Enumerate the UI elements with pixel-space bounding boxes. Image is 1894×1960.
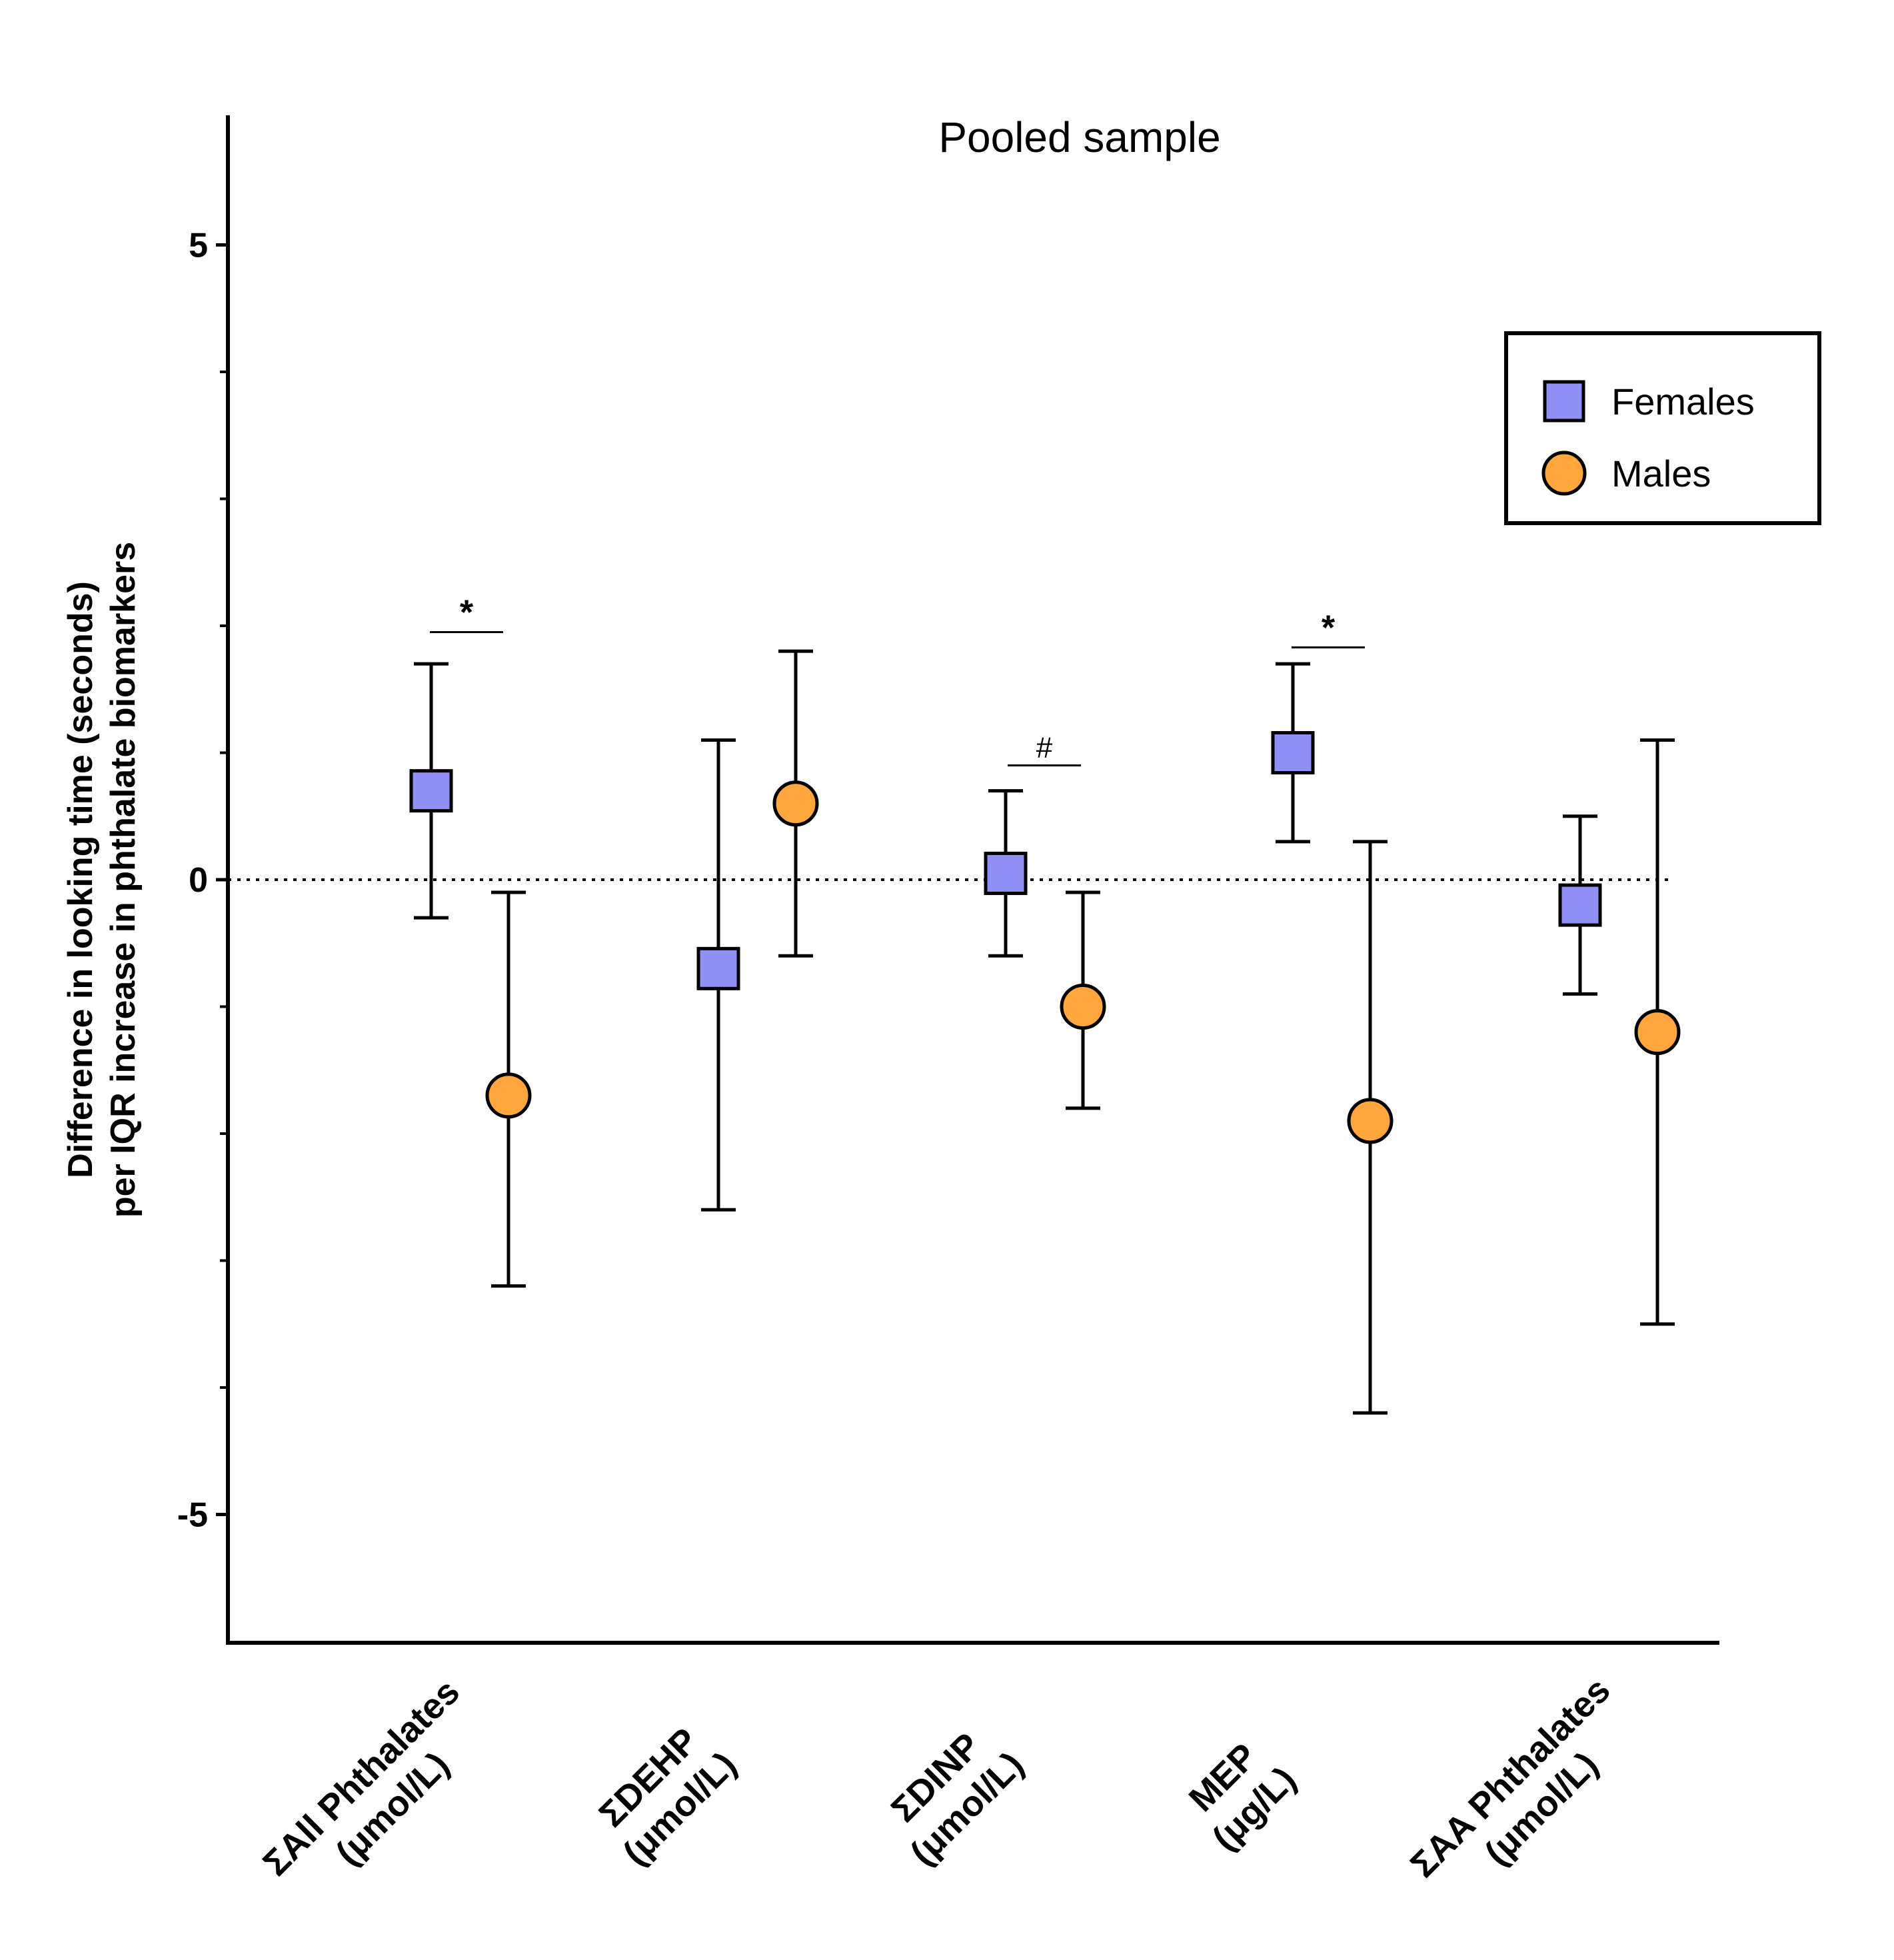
males-point <box>1347 1098 1394 1144</box>
x-category-label-text: MEP(μg/L) <box>1174 1728 1304 1858</box>
legend-marker-circle <box>1541 451 1587 496</box>
x-category-label: MEP(μg/L) <box>1174 1728 1304 1858</box>
significance-symbol: # <box>1036 732 1053 764</box>
significance-symbol: * <box>460 594 474 632</box>
data-marks <box>409 649 1681 1415</box>
males-point <box>1060 984 1106 1030</box>
x-category-label: ΣAA Phthalates(μmol/L) <box>1403 1670 1649 1916</box>
significance-symbol: * <box>1322 608 1336 647</box>
legend-box <box>1504 331 1821 525</box>
y-tick-label: -5 <box>177 1496 208 1535</box>
x-category-label-text: ΣAA Phthalates(μmol/L) <box>1403 1670 1649 1916</box>
axes: 5 0 -5 Difference in looking time (seconds)… <box>61 115 1719 1916</box>
legend-marker-square <box>1543 380 1585 423</box>
females-point <box>1558 883 1602 927</box>
x-category-label: ΣDINP(μmol/L) <box>872 1713 1032 1873</box>
y-tick-label: 0 <box>189 861 208 900</box>
females-point <box>696 946 740 990</box>
x-category-label-text: ΣDEHP(μmol/L) <box>584 1713 744 1873</box>
chart-title: Pooled sample <box>938 113 1220 161</box>
legend: Females Males <box>1504 331 1821 525</box>
y-axis-label-line: Difference in looking time (seconds) <box>61 581 100 1178</box>
legend-label: Males <box>1611 453 1711 494</box>
x-category-label-text: ΣAll Phthalates(μmol/L) <box>255 1671 498 1915</box>
significance-marks: * # * <box>430 594 1365 767</box>
males-point <box>1634 1009 1681 1056</box>
y-axis-label: Difference in looking time (seconds) per … <box>61 542 143 1218</box>
y-axis-label-line: per IQR increase in phthalate biomarkers <box>104 542 143 1218</box>
y-tick-label: 5 <box>189 227 208 265</box>
females-point <box>1271 731 1315 774</box>
x-category-label: ΣDEHP(μmol/L) <box>584 1713 744 1873</box>
x-category-label: ΣAll Phthalates(μmol/L) <box>255 1671 498 1915</box>
males-point <box>485 1072 532 1119</box>
females-point <box>984 851 1028 895</box>
males-point <box>772 780 819 827</box>
females-point <box>409 769 453 813</box>
legend-label: Females <box>1611 381 1755 423</box>
x-category-label-text: ΣDINP(μmol/L) <box>872 1713 1032 1873</box>
